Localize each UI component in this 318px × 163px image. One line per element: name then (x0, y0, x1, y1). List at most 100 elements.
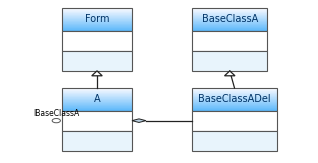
Bar (62, 13, 132, 14)
Bar (192, 99, 277, 100)
Bar (62, 98, 132, 99)
Bar (192, 107, 277, 108)
Bar (62, 21, 132, 22)
Bar (62, 91, 132, 92)
Bar (62, 92, 132, 93)
Bar (192, 10, 267, 11)
Bar (192, 89, 277, 90)
Bar (192, 14, 267, 15)
Bar (192, 26, 267, 27)
Bar (62, 94, 132, 95)
Bar (192, 28, 267, 29)
Bar (62, 88, 132, 111)
Bar (192, 131, 277, 151)
Bar (62, 104, 132, 105)
Bar (62, 97, 132, 98)
Bar (192, 93, 277, 94)
Bar (62, 17, 132, 18)
Bar (192, 88, 277, 111)
Bar (192, 12, 267, 13)
Bar (192, 16, 267, 17)
Bar (62, 110, 132, 111)
Bar (62, 96, 132, 97)
Polygon shape (225, 71, 235, 76)
Bar (62, 95, 132, 96)
Bar (62, 29, 132, 30)
Bar (192, 105, 277, 106)
Bar (62, 90, 132, 91)
Bar (192, 11, 267, 12)
Bar (62, 31, 132, 51)
Bar (192, 51, 267, 71)
Bar (192, 95, 277, 96)
Bar (192, 22, 267, 23)
Bar (62, 10, 132, 11)
Bar (62, 131, 132, 151)
Bar (192, 15, 267, 16)
Bar (192, 104, 277, 105)
Bar (192, 20, 267, 21)
Bar (62, 106, 132, 107)
Bar (192, 88, 277, 89)
Bar (62, 9, 132, 10)
Bar (192, 101, 277, 102)
Bar (62, 51, 132, 71)
Bar (192, 108, 277, 109)
Circle shape (52, 119, 60, 123)
Bar (192, 29, 267, 30)
Bar (192, 31, 267, 51)
Bar (62, 100, 132, 101)
Bar (62, 26, 132, 27)
Bar (192, 24, 267, 25)
Bar (192, 98, 277, 99)
Bar (62, 20, 132, 21)
Bar (192, 21, 267, 22)
Bar (62, 109, 132, 110)
Bar (192, 94, 277, 95)
Bar (62, 18, 132, 19)
Bar (192, 103, 277, 104)
Bar (192, 30, 267, 31)
Text: IBaseClassA: IBaseClassA (33, 109, 80, 118)
Bar (62, 8, 132, 9)
Bar (62, 89, 132, 90)
Bar (192, 18, 267, 19)
Bar (192, 23, 267, 24)
Bar (62, 15, 132, 16)
Bar (192, 91, 277, 92)
Bar (192, 92, 277, 93)
Text: BaseClassA: BaseClassA (202, 15, 258, 24)
Bar (192, 111, 277, 131)
Bar (62, 103, 132, 104)
Bar (62, 12, 132, 13)
Bar (62, 101, 132, 102)
Bar (192, 97, 277, 98)
Bar (62, 99, 132, 100)
Bar (192, 100, 277, 101)
Bar (62, 88, 132, 89)
Bar (192, 27, 267, 28)
Bar (62, 108, 132, 109)
Bar (192, 106, 277, 107)
Bar (62, 30, 132, 31)
Bar (192, 110, 277, 111)
Bar (62, 14, 132, 15)
Bar (62, 16, 132, 17)
Bar (62, 24, 132, 25)
Bar (62, 27, 132, 28)
Bar (192, 90, 277, 91)
Bar (62, 22, 132, 23)
Text: Form: Form (85, 15, 109, 24)
Bar (192, 17, 267, 18)
Bar (62, 93, 132, 94)
Bar (62, 25, 132, 26)
Bar (62, 111, 132, 131)
Polygon shape (132, 119, 146, 122)
Bar (192, 9, 267, 10)
Bar (192, 13, 267, 14)
Bar (62, 102, 132, 103)
Bar (62, 11, 132, 12)
Bar (192, 8, 267, 9)
Bar (192, 102, 277, 103)
Text: A: A (94, 94, 100, 104)
